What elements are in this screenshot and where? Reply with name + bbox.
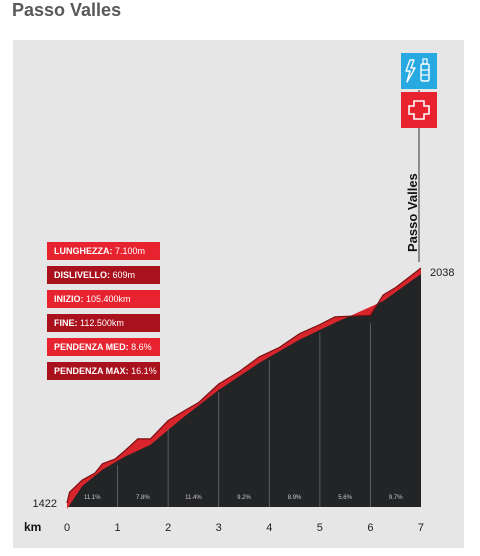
segment-gradient-label: 8.9% <box>288 495 302 501</box>
segment-gradient-label: 11.4% <box>185 495 202 501</box>
elevation-min-label: 1422 <box>33 498 57 510</box>
stat-box: FINE: 112.500km <box>47 314 160 332</box>
stat-value: 112.500km <box>77 318 124 328</box>
x-tick-label: 1 <box>115 522 121 534</box>
x-tick-label: 5 <box>317 522 323 534</box>
stat-value: 16.1% <box>128 366 157 376</box>
segment-gradient-label: 9.7% <box>389 495 403 501</box>
x-tick-label: 7 <box>418 522 424 534</box>
x-tick-label: 4 <box>266 522 272 534</box>
stat-label: PENDENZA MAX: <box>54 366 129 376</box>
stat-box: INIZIO: 105.400km <box>47 290 160 308</box>
stat-label: INIZIO: <box>54 294 84 304</box>
stat-value: 7.100m <box>112 246 146 256</box>
feed-zone-icon <box>401 53 437 89</box>
medical-cross-icon <box>401 92 437 128</box>
segment-gradient-label: 9.2% <box>237 495 251 501</box>
profile-body <box>67 268 421 507</box>
summit-name-label: Passo Valles <box>405 173 420 252</box>
stat-box: LUNGHEZZA: 7.100m <box>47 242 160 260</box>
x-tick-label: 0 <box>64 522 70 534</box>
segment-gradient-label: 7.8% <box>136 495 150 501</box>
profile-line <box>66 267 422 504</box>
stat-value: 105.400km <box>83 294 131 304</box>
page-title: Passo Valles <box>12 0 122 20</box>
stat-label: DISLIVELLO: <box>54 270 110 280</box>
stat-box: PENDENZA MED: 8.6% <box>47 338 160 356</box>
elevation-max-label: 2038 <box>430 267 454 279</box>
x-tick-label: 6 <box>367 522 373 534</box>
stat-box: PENDENZA MAX: 16.1% <box>47 362 160 380</box>
x-tick-label: 2 <box>165 522 171 534</box>
stat-value: 609m <box>110 270 136 280</box>
stat-label: LUNGHEZZA: <box>54 246 113 256</box>
x-tick-label: 3 <box>216 522 222 534</box>
stat-value: 8.6% <box>128 342 152 352</box>
segment-gradient-label: 5.6% <box>338 495 352 501</box>
stat-label: PENDENZA MED: <box>54 342 129 352</box>
x-axis-title: km <box>24 520 41 534</box>
stat-box: DISLIVELLO: 609m <box>47 266 160 284</box>
stat-label: FINE: <box>54 318 78 328</box>
segment-gradient-label: 11.1% <box>84 495 101 501</box>
